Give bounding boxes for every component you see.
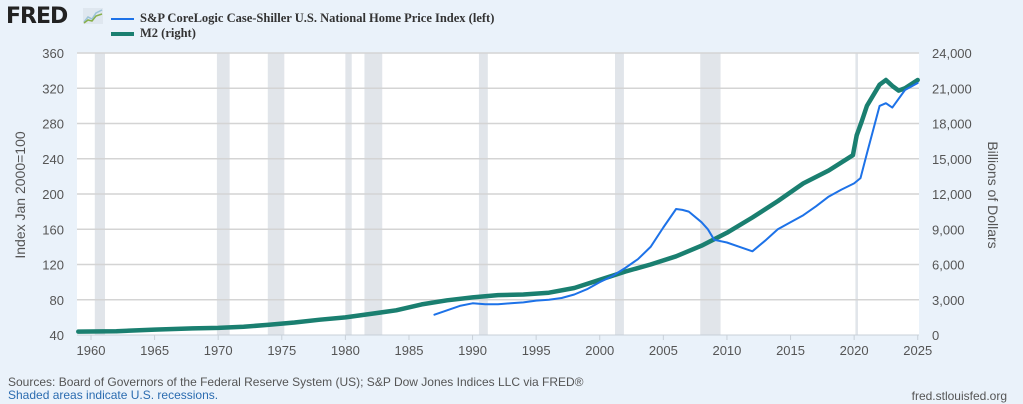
x-tick-label: 2010 [712, 343, 741, 358]
x-tick-label: 2020 [840, 343, 869, 358]
fred-logo[interactable]: FRED [6, 4, 68, 29]
legend-swatch-m2 [111, 31, 134, 36]
x-tick-label: 2005 [649, 343, 678, 358]
y-tick-label-left: 240 [42, 152, 64, 167]
y-tick-label-left: 360 [42, 46, 64, 61]
y-tick-label-right: 3,000 [932, 293, 965, 308]
y-tick-label-right: 0 [932, 328, 939, 343]
site-link[interactable]: fred.stlouisfed.org [911, 389, 1007, 403]
y-tick-label-left: 200 [42, 187, 64, 202]
series-line-home-price [433, 82, 919, 316]
y-tick-label-left: 40 [50, 328, 64, 343]
y-tick-label-right: 24,000 [932, 46, 972, 61]
x-tick-label: 2000 [585, 343, 614, 358]
y-tick-label-left: 280 [42, 117, 64, 132]
x-tick-label: 1985 [395, 343, 424, 358]
x-tick-label: 1965 [140, 343, 169, 358]
x-tick-label: 1975 [267, 343, 296, 358]
line-chart-icon [83, 8, 103, 24]
y-tick-label-left: 120 [42, 258, 64, 273]
y-tick-label-right: 9,000 [932, 222, 965, 237]
legend-swatch-home-price [111, 17, 134, 20]
legend-item-home-price[interactable]: S&P CoreLogic Case-Shiller U.S. National… [111, 11, 494, 26]
x-tick-label: 1980 [331, 343, 360, 358]
y-tick-label-right: 12,000 [932, 187, 972, 202]
y-tick-label-left: 320 [42, 81, 64, 96]
legend-label-m2: M2 (right) [140, 26, 196, 40]
y-tick-label-right: 15,000 [932, 152, 972, 167]
x-tick-label: 1995 [522, 343, 551, 358]
series-line-m2 [76, 77, 920, 334]
x-tick-label: 2015 [776, 343, 805, 358]
y-tick-label-left: 80 [50, 293, 64, 308]
footer: Sources: Board of Governors of the Feder… [8, 376, 584, 402]
y-tick-label-right: 18,000 [932, 117, 972, 132]
y-tick-label-right: 6,000 [932, 258, 965, 273]
y-tick-label-left: 160 [42, 222, 64, 237]
x-tick-label: 1990 [458, 343, 487, 358]
x-tick-label: 2025 [903, 343, 932, 358]
legend-label-home-price: S&P CoreLogic Case-Shiller U.S. National… [140, 11, 495, 25]
y-tick-label-right: 21,000 [932, 81, 972, 96]
y-axis-label-left: Index Jan 2000=100 [12, 131, 28, 258]
x-tick-label: 1970 [204, 343, 233, 358]
recessions-note-link[interactable]: Shaded areas indicate U.S. recessions. [8, 388, 219, 402]
y-axis-label-right: Billions of Dollars [985, 141, 1001, 248]
legend-item-m2[interactable]: M2 (right) [111, 26, 494, 41]
chart-legend: S&P CoreLogic Case-Shiller U.S. National… [111, 11, 494, 41]
x-tick-label: 1960 [77, 343, 106, 358]
sources-text: Sources: Board of Governors of the Feder… [8, 375, 584, 389]
